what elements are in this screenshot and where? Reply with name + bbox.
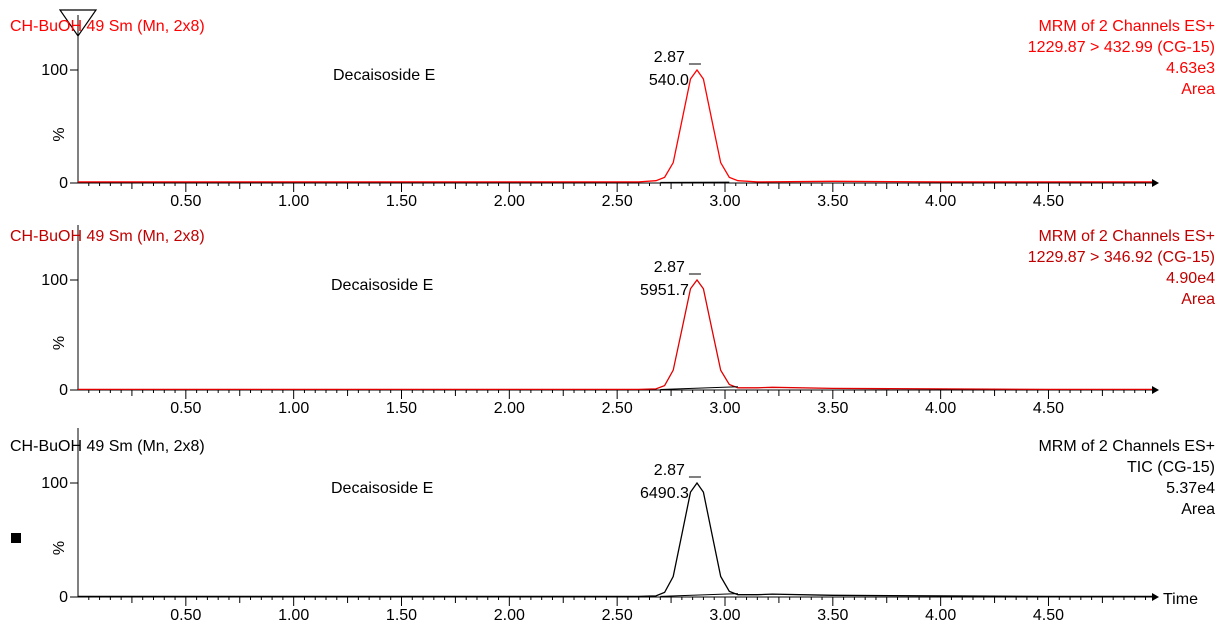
y-axis-label: % bbox=[51, 127, 68, 141]
channel-header-line: 1229.87 > 432.99 (CG-15) bbox=[1028, 39, 1215, 56]
y-tick-label: 100 bbox=[41, 62, 68, 79]
x-tick-label: 1.50 bbox=[386, 607, 417, 624]
x-tick-label: 3.00 bbox=[709, 193, 740, 210]
integration-baseline bbox=[660, 386, 738, 390]
x-tick-label: 0.50 bbox=[170, 400, 201, 417]
x-tick-label: 3.50 bbox=[817, 607, 848, 624]
x-tick-label: 2.50 bbox=[602, 193, 633, 210]
x-tick-label: 2.50 bbox=[602, 607, 633, 624]
x-tick-label: 2.50 bbox=[602, 400, 633, 417]
x-tick-label: 4.00 bbox=[925, 400, 956, 417]
channel-header-line: 4.90e4 bbox=[1166, 270, 1215, 287]
x-axis-arrow bbox=[1152, 593, 1159, 601]
x-tick-label: 1.00 bbox=[278, 193, 309, 210]
x-tick-label: 2.00 bbox=[494, 400, 525, 417]
channel-header-line: MRM of 2 Channels ES+ bbox=[1038, 228, 1215, 245]
x-tick-label: 1.00 bbox=[278, 607, 309, 624]
y-tick-label: 100 bbox=[41, 272, 68, 289]
x-tick-label: 3.50 bbox=[817, 193, 848, 210]
x-tick-label: 4.50 bbox=[1033, 400, 1064, 417]
compound-label: Decaisoside E bbox=[331, 277, 433, 294]
peak-area-label: 6490.3 bbox=[640, 485, 689, 502]
peak-area-label: 5951.7 bbox=[640, 282, 689, 299]
x-axis-arrow bbox=[1152, 386, 1159, 394]
x-tick-label: 4.00 bbox=[925, 607, 956, 624]
channel-header-line: MRM of 2 Channels ES+ bbox=[1038, 18, 1215, 35]
channel-header-line: Area bbox=[1181, 501, 1215, 518]
peak-retention-time-label: 2.87 bbox=[654, 49, 685, 66]
channel-header-line: 4.63e3 bbox=[1166, 60, 1215, 77]
x-tick-label: 4.00 bbox=[925, 193, 956, 210]
x-tick-label: 2.00 bbox=[494, 193, 525, 210]
x-tick-label: 1.50 bbox=[386, 400, 417, 417]
peak-area-label: 540.0 bbox=[649, 72, 689, 89]
compound-label: Decaisoside E bbox=[333, 67, 435, 84]
sample-title: CH-BuOH 49 Sm (Mn, 2x8) bbox=[10, 228, 205, 245]
channel-header-line: 1229.87 > 346.92 (CG-15) bbox=[1028, 249, 1215, 266]
y-tick-label: 0 bbox=[59, 589, 68, 606]
chromatogram-trace bbox=[78, 278, 1152, 391]
x-tick-label: 1.00 bbox=[278, 400, 309, 417]
chromatogram-trace bbox=[78, 481, 1152, 598]
chromatogram-panels: 0.50 1.00 1.50 2.00 2.50 3.00 3.50 4.00 4.50 0 100… bbox=[10, 15, 1215, 624]
x-tick-label: 3.00 bbox=[709, 400, 740, 417]
x-tick-label: 0.50 bbox=[170, 607, 201, 624]
compound-label: Decaisoside E bbox=[331, 480, 433, 497]
y-axis-label: % bbox=[51, 541, 68, 555]
chromatogram-panel-1: 0.50 1.00 1.50 2.00 2.50 3.00 3.50 4.00 4.50 0 100… bbox=[10, 15, 1215, 210]
channel-header-line: TIC (CG-15) bbox=[1127, 459, 1215, 476]
chromatogram-trace bbox=[78, 68, 1152, 183]
x-tick-label: 4.50 bbox=[1033, 193, 1064, 210]
x-tick-label: 3.50 bbox=[817, 400, 848, 417]
x-axis-arrow bbox=[1152, 179, 1159, 187]
x-tick-label: 3.00 bbox=[709, 607, 740, 624]
x-tick-label: 0.50 bbox=[170, 193, 201, 210]
x-tick-label: 4.50 bbox=[1033, 607, 1064, 624]
peak-retention-time-label: 2.87 bbox=[654, 462, 685, 479]
sample-title: CH-BuOH 49 Sm (Mn, 2x8) bbox=[10, 18, 205, 35]
sample-title: CH-BuOH 49 Sm (Mn, 2x8) bbox=[10, 438, 205, 455]
y-axis-label: % bbox=[51, 336, 68, 350]
y-tick-label: 100 bbox=[41, 475, 68, 492]
integration-baseline bbox=[660, 593, 738, 597]
peak-retention-time-label: 2.87 bbox=[654, 259, 685, 276]
channel-header-line: Area bbox=[1181, 81, 1215, 98]
chromatogram-panel-2: 0.50 1.00 1.50 2.00 2.50 3.00 3.50 4.00 4.50 0 100… bbox=[10, 225, 1215, 417]
y-tick-label: 0 bbox=[59, 382, 68, 399]
chromatogram-panel-3: 0.50 1.00 1.50 2.00 2.50 3.00 3.50 4.00 4.50 0 100… bbox=[10, 428, 1215, 624]
x-tick-label: 1.50 bbox=[386, 193, 417, 210]
cursor-marker[interactable] bbox=[58, 9, 98, 38]
channel-header-line: Area bbox=[1181, 291, 1215, 308]
time-axis-label: Time bbox=[1163, 591, 1198, 608]
channel-header-line: MRM of 2 Channels ES+ bbox=[1038, 438, 1215, 455]
trace-selection-marker[interactable] bbox=[11, 533, 21, 543]
channel-header-line: 5.37e4 bbox=[1166, 480, 1215, 497]
y-tick-label: 0 bbox=[59, 175, 68, 192]
x-tick-label: 2.00 bbox=[494, 607, 525, 624]
